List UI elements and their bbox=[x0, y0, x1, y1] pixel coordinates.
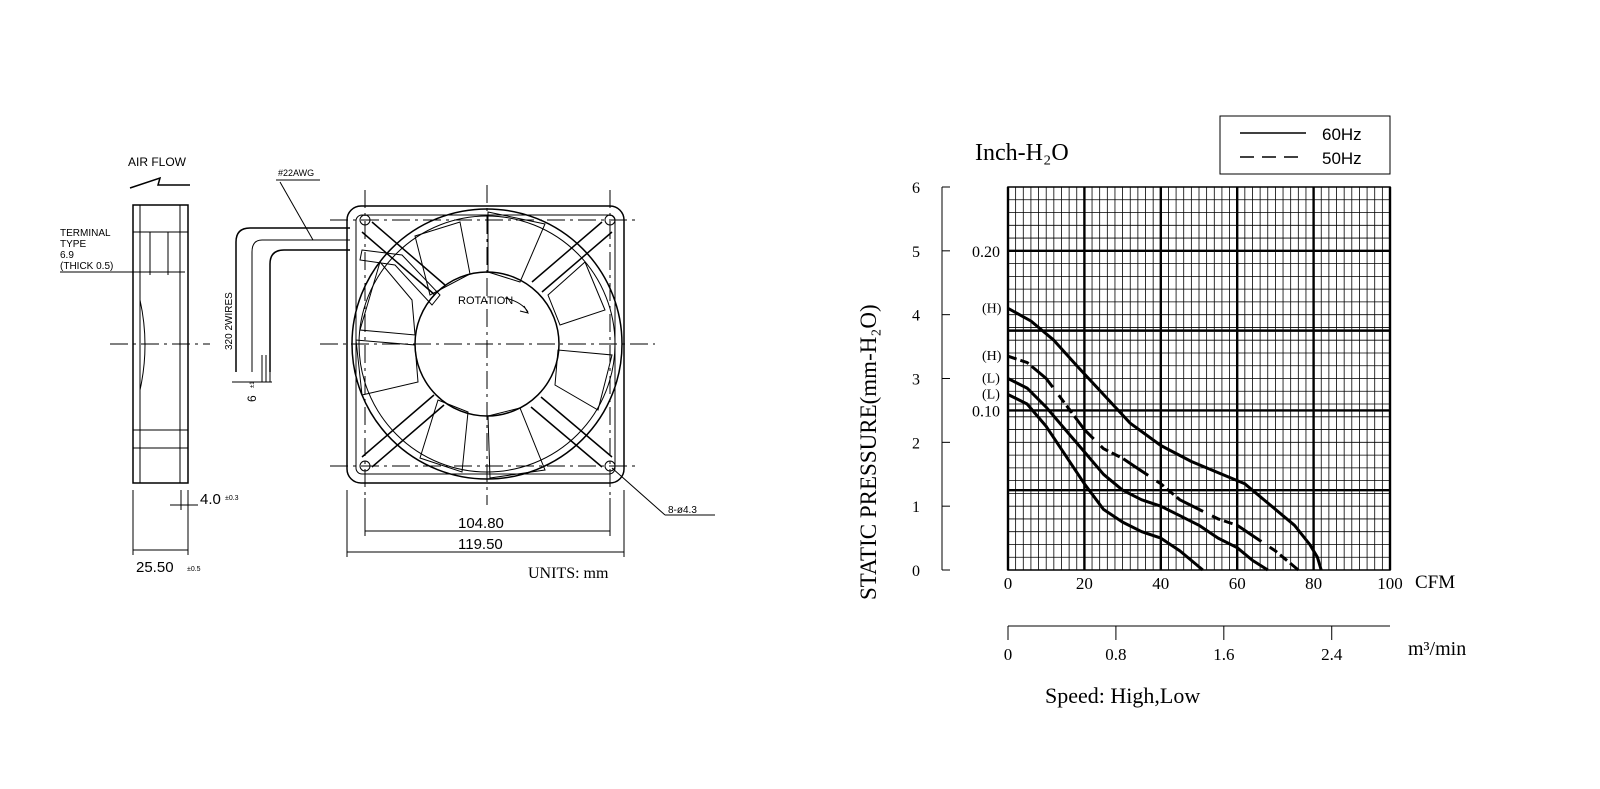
x-tick-label: 100 bbox=[1377, 574, 1403, 593]
legend-50hz: 50Hz bbox=[1322, 149, 1362, 168]
series-line-1 bbox=[1007, 306, 1323, 571]
x-tick-label: 80 bbox=[1305, 574, 1322, 593]
series-line-2 bbox=[1007, 354, 1300, 572]
series-label-3: (L) bbox=[982, 372, 1000, 387]
air-flow-arrow-icon bbox=[129, 176, 190, 189]
terminal-label-2: TYPE bbox=[60, 239, 86, 250]
inch-tick-label: 0.10 bbox=[972, 403, 1000, 420]
y-tick-label: 6 bbox=[912, 180, 920, 197]
rotation-arrow-icon bbox=[504, 297, 530, 314]
flange-tolerance: ±0.3 bbox=[225, 495, 239, 502]
inch-unit-label: Inch-H₂O bbox=[975, 140, 1069, 166]
x-tick-label: 40 bbox=[1152, 574, 1169, 593]
speed-footer: Speed: High,Low bbox=[1045, 683, 1200, 708]
y-tick-label: 5 bbox=[912, 244, 920, 261]
terminal-label-3: 6.9 bbox=[60, 250, 74, 261]
series-label-1: (H) bbox=[982, 301, 1002, 316]
y-tick-label: 3 bbox=[912, 372, 920, 389]
wire-strip-label: 6 bbox=[245, 395, 259, 402]
depth-tolerance: ±0.5 bbox=[187, 566, 201, 573]
chart-series: (H) (H) (L)(L) bbox=[982, 301, 1323, 572]
x2-tick-label: 0 bbox=[1004, 645, 1013, 664]
wire-strip-tolerance: ±1 bbox=[250, 381, 256, 388]
x-tick-label: 0 bbox=[1004, 574, 1013, 593]
y-axis-title: STATIC PRESSURE(mm-H₂O) bbox=[856, 304, 881, 600]
y-tick-label: 2 bbox=[912, 435, 920, 452]
inner-dimension: 104.80 bbox=[458, 515, 504, 532]
x2-tick-label: 0.8 bbox=[1105, 645, 1126, 664]
wire-gauge-label: #22AWG bbox=[278, 168, 314, 178]
chart-grid bbox=[1006, 186, 1392, 571]
terminal-label-4: (THICK 0.5) bbox=[60, 261, 113, 272]
series-line-3 bbox=[1007, 377, 1269, 572]
series-label-4: (L) bbox=[982, 387, 1000, 402]
mounting-holes-label: 8-ø4.3 bbox=[668, 505, 697, 516]
depth-dimension: 25.50 bbox=[136, 559, 174, 576]
series-line-4 bbox=[1007, 393, 1204, 572]
x-axis-title: CFM bbox=[1415, 572, 1455, 593]
legend-60hz: 60Hz bbox=[1322, 125, 1362, 144]
terminal-label-1: TERMINAL bbox=[60, 228, 111, 239]
inch-tick-label: 0.20 bbox=[972, 244, 1000, 261]
fan-side-view: AIR FLOW TERMINAL TYPE 6.9 (THICK 0.5) 2… bbox=[60, 155, 239, 576]
fan-front-view: ROTATION 104.80 119.50 8-ø4.3 UNITS: mm bbox=[320, 185, 715, 582]
flange-dimension: 4.0 bbox=[200, 491, 221, 508]
units-label: UNITS: mm bbox=[528, 565, 609, 582]
y-tick-label: 0 bbox=[912, 563, 920, 580]
wire-length-label: 320 2WIRES bbox=[224, 292, 235, 350]
x-tick-label: 60 bbox=[1229, 574, 1246, 593]
rotation-label: ROTATION bbox=[458, 295, 513, 307]
y-tick-label: 1 bbox=[912, 499, 920, 516]
series-label-2: (H) bbox=[982, 349, 1002, 364]
x2-axis-title: m³/min bbox=[1408, 638, 1466, 660]
x2-tick-label: 1.6 bbox=[1213, 645, 1234, 664]
x-tick-label: 20 bbox=[1076, 574, 1093, 593]
chart-ticks: 0 1 2 3 4 5 6 0.20 0.10 0 20 40 60 80 100 0 0.8 1.6 2.4 bbox=[912, 180, 1403, 664]
lead-wires: #22AWG 320 2WIRES 6 ±1 bbox=[224, 168, 350, 402]
y-tick-label: 4 bbox=[912, 308, 920, 325]
chart-legend: 60Hz 50Hz bbox=[1219, 115, 1391, 175]
x2-tick-label: 2.4 bbox=[1321, 645, 1343, 664]
outer-dimension: 119.50 bbox=[458, 536, 503, 553]
air-flow-label: AIR FLOW bbox=[128, 155, 187, 169]
